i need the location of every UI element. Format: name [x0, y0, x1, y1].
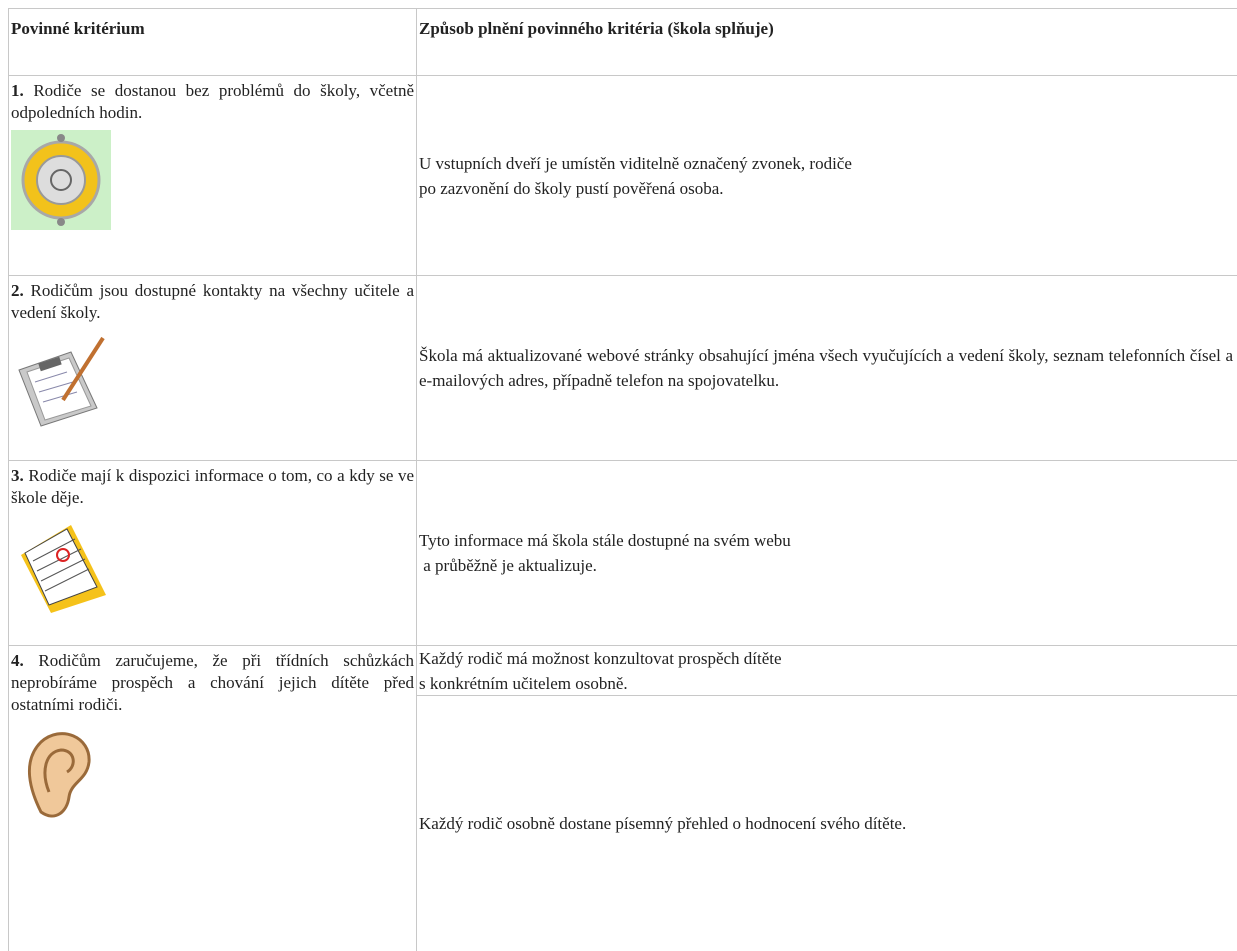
fulfillment-line: U vstupních dveří je umístěn viditelně o… [419, 153, 852, 173]
criterion-cell: 2. Rodičům jsou dostupné kontakty na vše… [8, 275, 416, 460]
criterion-number: 2. [11, 281, 24, 300]
fulfillment-cell: Škola má aktualizované webové stránky ob… [416, 275, 1237, 460]
criterion-number: 4. [11, 651, 24, 670]
fulfillment-cell: Tyto informace má škola stále dostupné n… [416, 460, 1237, 645]
fulfillment-cell: U vstupních dveří je umístěn viditelně o… [416, 75, 1237, 275]
fulfillment-line: Každý rodič osobně dostane písemný přehl… [419, 814, 907, 833]
criterion-text: 2. Rodičům jsou dostupné kontakty na vše… [11, 280, 414, 324]
criterion-text: 1. Rodiče se dostanou bez problémů do šk… [11, 80, 414, 124]
fulfillment-line: a průběžně je aktualizuje. [419, 556, 597, 575]
fulfillment-cell: Každý rodič osobně dostane písemný přehl… [416, 695, 1237, 951]
clipboard-icon [18, 336, 105, 427]
header-cell: Způsob plnění povinného kritéria (škola … [416, 8, 1237, 75]
fulfillment-line: Škola má aktualizované webové stránky ob… [419, 346, 1237, 390]
criterion: Rodičům zaručujeme, že při třídních schů… [11, 651, 414, 714]
ear-icon [27, 732, 91, 818]
criterion: Rodiče se dostanou bez problémů do školy… [11, 81, 414, 122]
fulfillment-line: s konkrétním učitelem osobně. [419, 673, 628, 693]
criterion: Rodiče mají k dispozici informace o tom,… [11, 466, 414, 507]
header-cell: Povinné kritérium [8, 8, 416, 75]
criterion-text: 3. Rodiče mají k dispozici informace o t… [11, 465, 414, 509]
fulfillment-line: Každý rodič má možnost konzultovat prosp… [419, 648, 782, 668]
criterion-cell: 1. Rodiče se dostanou bez problémů do šk… [8, 75, 416, 275]
fulfillment-cell: Každý rodič má možnost konzultovat prosp… [416, 645, 1237, 695]
fulfillment-line: po zazvonění do školy pustí pověřená oso… [419, 178, 724, 198]
criterion-cell: 4. Rodičům zaručujeme, že při třídních s… [8, 645, 416, 951]
criterion-number: 3. [11, 466, 24, 485]
criterion-number: 1. [11, 81, 24, 100]
criterion: Rodičům jsou dostupné kontakty na všechn… [11, 281, 414, 322]
calendar-icon [21, 525, 106, 613]
criterion-cell: 3. Rodiče mají k dispozici informace o t… [8, 460, 416, 645]
fulfillment-line: Tyto informace má škola stále dostupné n… [419, 531, 791, 550]
doorbell-icon [11, 130, 111, 230]
criterion-text: 4. Rodičům zaručujeme, že při třídních s… [11, 650, 414, 716]
